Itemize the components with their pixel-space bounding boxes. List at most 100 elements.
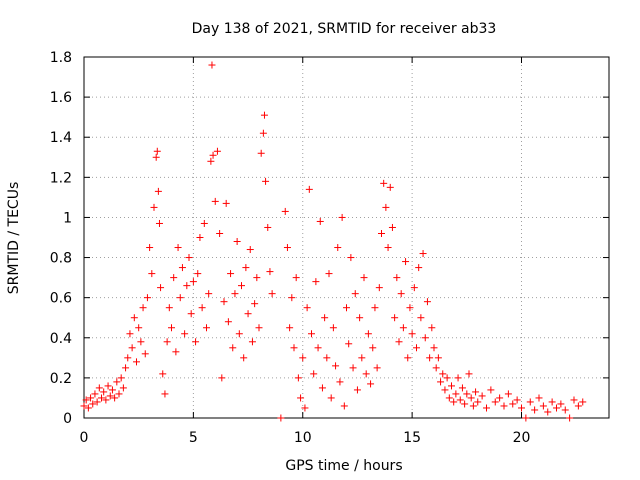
x-tick-label: 5 (189, 430, 198, 446)
data-point (325, 270, 333, 278)
data-point (187, 310, 195, 318)
data-point (205, 290, 213, 298)
data-point (526, 398, 534, 406)
data-point (500, 402, 508, 410)
data-point (194, 270, 202, 278)
data-point (152, 153, 160, 161)
data-point (283, 244, 291, 252)
data-point (231, 290, 239, 298)
data-point (531, 406, 539, 414)
data-point (347, 254, 355, 262)
data-point (253, 274, 261, 282)
data-point (137, 338, 145, 346)
data-point (266, 268, 274, 276)
data-point (87, 394, 95, 402)
data-point (248, 338, 256, 346)
data-point (373, 364, 381, 372)
data-point (181, 330, 189, 338)
data-point (367, 380, 375, 388)
data-point (321, 314, 329, 322)
y-tick-label: 0.8 (50, 251, 72, 267)
data-point (146, 244, 154, 252)
data-point (141, 350, 149, 358)
data-point (450, 398, 458, 406)
data-point (185, 254, 193, 262)
data-point (410, 284, 418, 292)
data-point (244, 310, 252, 318)
data-point (395, 338, 403, 346)
data-point (522, 414, 530, 422)
y-tick-label: 0.2 (50, 371, 72, 387)
y-tick-label: 1.2 (50, 170, 72, 186)
data-point (268, 290, 276, 298)
data-point (122, 364, 130, 372)
data-point (159, 370, 167, 378)
data-point (106, 392, 114, 400)
data-point (478, 392, 486, 400)
y-tick-label: 1.8 (50, 50, 72, 66)
y-axis-label: SRMTID / TECUs (6, 182, 22, 295)
data-point (84, 404, 92, 412)
data-point (91, 390, 99, 398)
data-point (108, 386, 116, 394)
data-point (428, 324, 436, 332)
data-point (161, 390, 169, 398)
data-point (153, 147, 161, 155)
data-point (358, 354, 366, 362)
y-tick-label: 1.6 (50, 90, 72, 106)
data-point (314, 344, 322, 352)
data-point (375, 284, 383, 292)
data-point (574, 402, 582, 410)
data-point (345, 340, 353, 348)
data-point (469, 402, 477, 410)
data-point (172, 348, 180, 356)
data-point (222, 199, 230, 207)
data-point (448, 382, 455, 390)
data-point (143, 294, 151, 302)
data-point (535, 394, 543, 402)
data-point (570, 396, 578, 404)
data-point (338, 213, 346, 221)
y-tick-label: 0.6 (50, 291, 72, 307)
data-point (233, 238, 241, 246)
data-point (561, 406, 569, 414)
data-point (174, 244, 182, 252)
data-point (117, 374, 125, 382)
data-point (454, 374, 462, 382)
data-point (89, 400, 97, 408)
data-point (113, 378, 121, 386)
data-point (260, 111, 268, 119)
data-point (419, 250, 427, 258)
x-tick-label: 10 (294, 430, 312, 446)
data-point (111, 394, 119, 402)
data-point (461, 400, 469, 408)
y-tick-label: 0.4 (50, 331, 72, 347)
data-point (423, 298, 431, 306)
data-point (579, 398, 587, 406)
data-point (98, 394, 105, 402)
axis-ticks (83, 56, 609, 419)
data-point (238, 282, 245, 290)
data-point (80, 402, 88, 410)
data-point (421, 334, 429, 342)
data-point (413, 344, 420, 352)
data-point (133, 358, 140, 366)
data-point (128, 344, 136, 352)
data-point (539, 402, 547, 410)
data-point (397, 290, 405, 298)
data-point (557, 400, 565, 408)
data-point (382, 203, 390, 211)
data-point (402, 258, 410, 266)
data-point (378, 229, 385, 237)
data-point (364, 330, 372, 338)
data-point (327, 394, 335, 402)
data-point (329, 324, 337, 332)
data-point (251, 300, 259, 308)
data-point (224, 318, 232, 326)
data-point (157, 284, 165, 292)
data-point (343, 304, 350, 312)
data-point (281, 207, 289, 215)
data-point (198, 304, 206, 312)
data-point (426, 354, 434, 362)
data-point (305, 185, 313, 193)
